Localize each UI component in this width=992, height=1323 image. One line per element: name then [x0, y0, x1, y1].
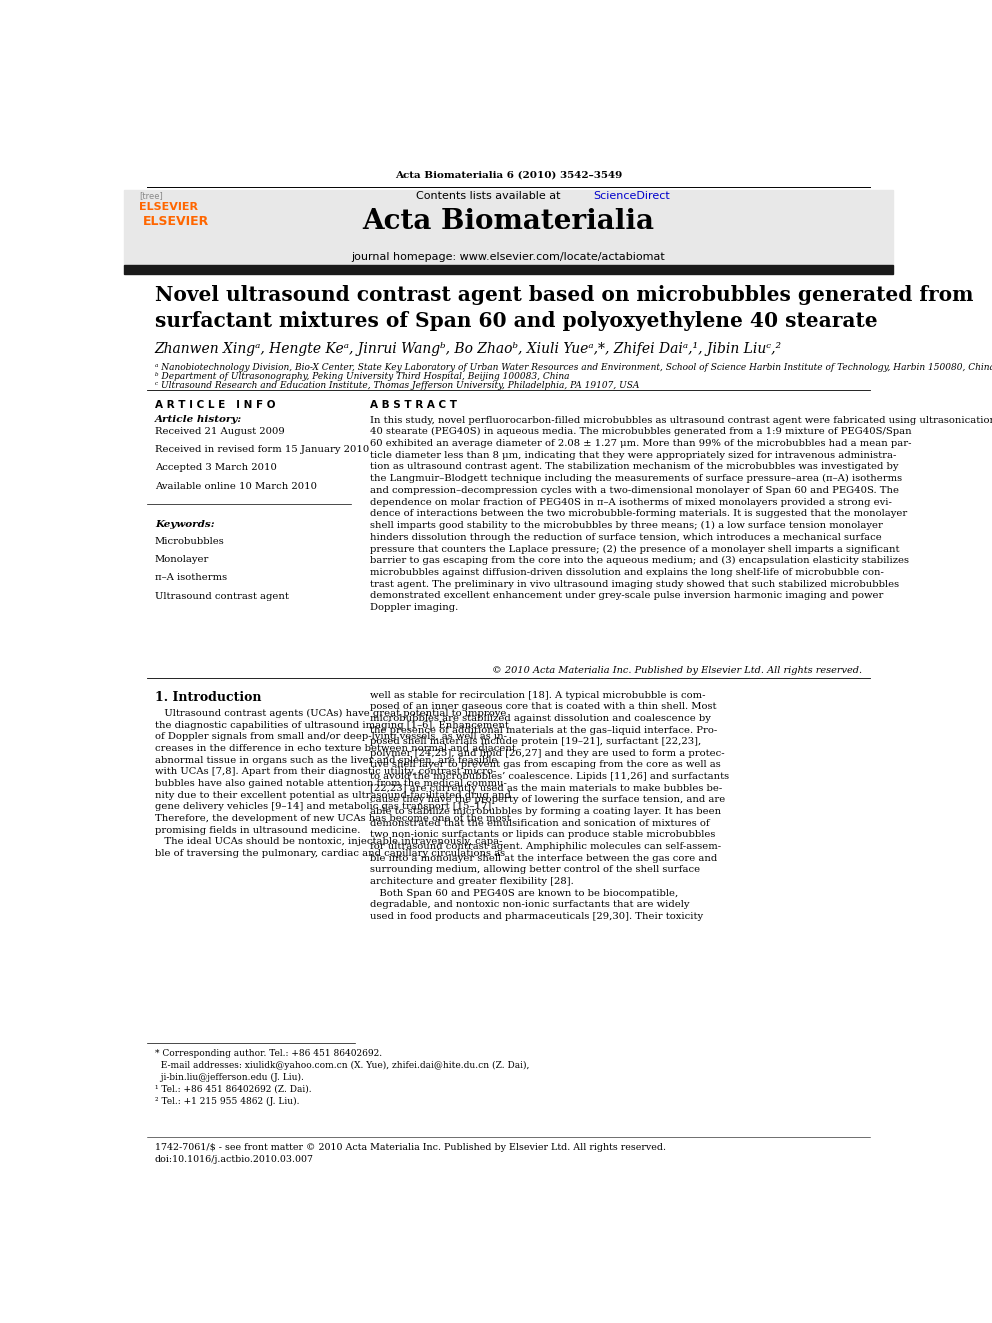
Text: * Corresponding author. Tel.: +86 451 86402692.
  E-mail addresses: xiulidk@yaho: * Corresponding author. Tel.: +86 451 86…	[155, 1049, 529, 1106]
Text: 1. Introduction: 1. Introduction	[155, 691, 261, 704]
Text: Monolayer: Monolayer	[155, 556, 209, 564]
Text: © 2010 Acta Materialia Inc. Published by Elsevier Ltd. All rights reserved.: © 2010 Acta Materialia Inc. Published by…	[492, 665, 863, 675]
Text: Received 21 August 2009: Received 21 August 2009	[155, 427, 285, 435]
Text: In this study, novel perfluorocarbon-filled microbubbles as ultrasound contrast : In this study, novel perfluorocarbon-fil…	[370, 415, 992, 613]
Text: Article history:: Article history:	[155, 415, 242, 425]
Text: Ultrasound contrast agents (UCAs) have great potential to improve
the diagnostic: Ultrasound contrast agents (UCAs) have g…	[155, 709, 516, 857]
Bar	[124, 265, 893, 274]
Bar	[124, 191, 893, 266]
Text: ELSEVIER: ELSEVIER	[143, 214, 209, 228]
Text: ᶜ Ultrasound Research and Education Institute, Thomas Jefferson University, Phil: ᶜ Ultrasound Research and Education Inst…	[155, 381, 639, 390]
Text: [tree]: [tree]	[139, 192, 163, 200]
Text: ScienceDirect: ScienceDirect	[594, 192, 671, 201]
Text: 1742-7061/$ - see front matter © 2010 Acta Materialia Inc. Published by Elsevier: 1742-7061/$ - see front matter © 2010 Ac…	[155, 1143, 666, 1164]
Text: Available online 10 March 2010: Available online 10 March 2010	[155, 482, 316, 491]
Text: well as stable for recirculation [18]. A typical microbubble is com-
posed of an: well as stable for recirculation [18]. A…	[370, 691, 729, 921]
Text: Received in revised form 15 January 2010: Received in revised form 15 January 2010	[155, 445, 369, 454]
Text: A R T I C L E   I N F O: A R T I C L E I N F O	[155, 400, 275, 410]
Text: Acta Biomaterialia: Acta Biomaterialia	[362, 208, 655, 234]
Text: Accepted 3 March 2010: Accepted 3 March 2010	[155, 463, 277, 472]
Text: ELSEVIER: ELSEVIER	[139, 201, 198, 212]
Text: A B S T R A C T: A B S T R A C T	[370, 400, 457, 410]
Text: π–A isotherms: π–A isotherms	[155, 573, 227, 582]
Text: Keywords:: Keywords:	[155, 520, 214, 529]
Text: Contents lists available at: Contents lists available at	[417, 192, 564, 201]
Text: Acta Biomaterialia 6 (2010) 3542–3549: Acta Biomaterialia 6 (2010) 3542–3549	[395, 171, 622, 180]
Text: Ultrasound contrast agent: Ultrasound contrast agent	[155, 591, 289, 601]
Text: Zhanwen Xingᵃ, Hengte Keᵃ, Jinrui Wangᵇ, Bo Zhaoᵇ, Xiuli Yueᵃ,*, Zhifei Daiᵃ,¹, : Zhanwen Xingᵃ, Hengte Keᵃ, Jinrui Wangᵇ,…	[155, 343, 782, 356]
Text: ᵇ Department of Ultrasonography, Peking University Third Hospital, Beijing 10008: ᵇ Department of Ultrasonography, Peking …	[155, 372, 569, 381]
Text: ᵃ Nanobiotechnology Division, Bio-X Center, State Key Laboratory of Urban Water : ᵃ Nanobiotechnology Division, Bio-X Cent…	[155, 363, 992, 372]
Text: journal homepage: www.elsevier.com/locate/actabiomat: journal homepage: www.elsevier.com/locat…	[351, 253, 666, 262]
Text: Novel ultrasound contrast agent based on microbubbles generated from
surfactant : Novel ultrasound contrast agent based on…	[155, 284, 973, 332]
Text: Microbubbles: Microbubbles	[155, 537, 224, 545]
